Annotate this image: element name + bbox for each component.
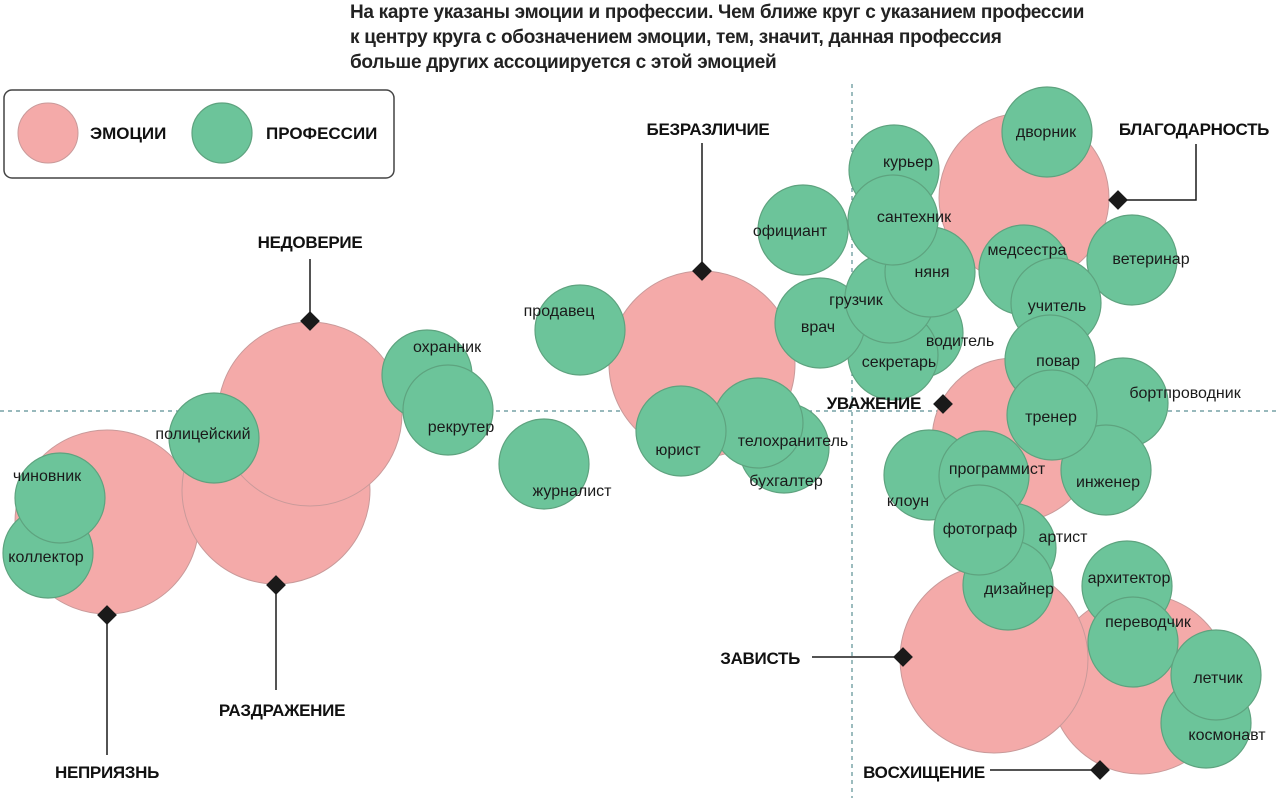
profession-label-bukhgalter: бухгалтер (749, 473, 823, 490)
profession-circle-ofitsiant (757, 184, 849, 276)
profession-label-prodavets: продавец (524, 303, 595, 320)
profession-circle-chinovnik (14, 452, 106, 544)
profession-circle-telokhranitel (712, 377, 804, 469)
legend-emotion-swatch (17, 102, 79, 164)
profession-label-chinovnik: чиновник (13, 468, 82, 485)
profession-label-dizayner: дизайнер (984, 581, 1054, 598)
emotion-labels: НЕДОВЕРИЕ РАЗДРАЖЕНИЕ НЕПРИЯЗНЬ БЕЗРАЗЛИ… (55, 120, 1270, 782)
profession-label-okhrannik: охранник (413, 339, 482, 356)
profession-label-veterinar: ветеринар (1112, 251, 1189, 268)
profession-label-kosmonavt: космонавт (1188, 727, 1266, 744)
profession-label-medsestra: медсестра (988, 242, 1067, 259)
profession-label-povar: повар (1036, 353, 1080, 370)
marker-blagodarnost (1108, 190, 1128, 210)
title-line-1: На карте указаны эмоции и профессии. Чем… (350, 2, 1084, 23)
profession-circle-prodavets (534, 284, 626, 376)
profession-label-perevodchik: переводчик (1105, 614, 1192, 631)
profession-label-sekretar: секретарь (862, 354, 936, 371)
profession-label-bortprovodnik: бортпроводник (1129, 385, 1241, 402)
emotion-label-vosshishchenie: ВОСХИЩЕНИЕ (863, 763, 985, 782)
legend-professions-label: ПРОФЕССИИ (266, 124, 377, 143)
profession-circle-veterinar (1086, 214, 1178, 306)
leader-line-blagodarnost (1118, 144, 1197, 201)
legend-emotions-label: ЭМОЦИИ (90, 124, 166, 143)
marker-vosshishchenie (1090, 760, 1110, 780)
marker-uvazhenie (933, 394, 953, 414)
profession-circle-letchik (1170, 629, 1262, 721)
marker-nedoverie (300, 311, 320, 331)
marker-bezrazlichie (692, 261, 712, 281)
profession-label-letchik: летчик (1193, 670, 1243, 687)
legend-profession-swatch (191, 102, 253, 164)
profession-label-inzhener: инженер (1076, 474, 1140, 491)
emotion-label-blagodarnost: БЛАГОДАРНОСТЬ (1119, 120, 1269, 139)
profession-label-arkhitektor: архитектор (1088, 570, 1171, 587)
profession-label-trener: тренер (1025, 409, 1077, 426)
profession-label-kollektor: коллектор (8, 549, 84, 566)
profession-circle-zhurnalist (498, 418, 590, 510)
profession-label-ofitsiant: официант (753, 223, 828, 240)
profession-label-kloun: клоун (887, 493, 929, 510)
profession-circle-politseyskiy (168, 392, 260, 484)
profession-circle-trener (1006, 369, 1098, 461)
profession-circle-fotograf (933, 484, 1025, 576)
profession-circle-rekruter (402, 364, 494, 456)
profession-label-vrach: врач (801, 319, 835, 336)
profession-circle-perevodchik (1087, 596, 1179, 688)
profession-label-santekhnik: сантехник (877, 209, 952, 226)
emotion-label-nepriyazn: НЕПРИЯЗНЬ (55, 763, 159, 782)
title-line-3: больше других ассоциируется с этой эмоци… (350, 52, 776, 73)
profession-label-rekruter: рекрутер (428, 419, 495, 436)
marker-razdrazhenie (266, 575, 286, 595)
profession-circle-santekhnik (847, 174, 939, 266)
profession-labels: чиновник коллектор полицейский охранник … (8, 124, 1266, 744)
profession-label-nyanya: няня (915, 264, 950, 281)
profession-circle-yurist (635, 385, 727, 477)
profession-label-fotograf: фотограф (943, 521, 1018, 538)
profession-label-uchitel: учитель (1028, 298, 1086, 315)
profession-label-dvornik: дворник (1016, 124, 1077, 141)
profession-label-zhurnalist: журналист (533, 483, 613, 500)
profession-label-programmist: программист (949, 461, 1046, 478)
emotion-label-zavist: ЗАВИСТЬ (720, 649, 800, 668)
legend: ЭМОЦИИ ПРОФЕССИИ (3, 89, 395, 179)
profession-label-artist: артист (1038, 529, 1088, 546)
profession-label-voditel: водитель (926, 333, 994, 350)
profession-circle-dvornik (1001, 86, 1093, 178)
profession-label-telokhranitel: телохранитель (738, 433, 849, 450)
emotion-label-nedoverie: НЕДОВЕРИЕ (258, 233, 363, 252)
profession-label-gruzchik: грузчик (829, 292, 884, 309)
emotion-label-uvazhenie: УВАЖЕНИЕ (827, 394, 921, 413)
profession-circles (2, 86, 1262, 769)
emotion-label-bezrazlichie: БЕЗРАЗЛИЧИЕ (647, 120, 770, 139)
title-line-2: к центру круга с обозначением эмоции, те… (350, 27, 1002, 48)
marker-zavist (893, 647, 913, 667)
profession-label-kurer: курьер (883, 154, 933, 171)
profession-label-yurist: юрист (655, 442, 701, 459)
emotion-label-razdrazhenie: РАЗДРАЖЕНИЕ (219, 701, 345, 720)
title-block: На карте указаны эмоции и профессии. Чем… (350, 2, 1084, 73)
profession-label-politseyskiy: полицейский (155, 426, 250, 443)
